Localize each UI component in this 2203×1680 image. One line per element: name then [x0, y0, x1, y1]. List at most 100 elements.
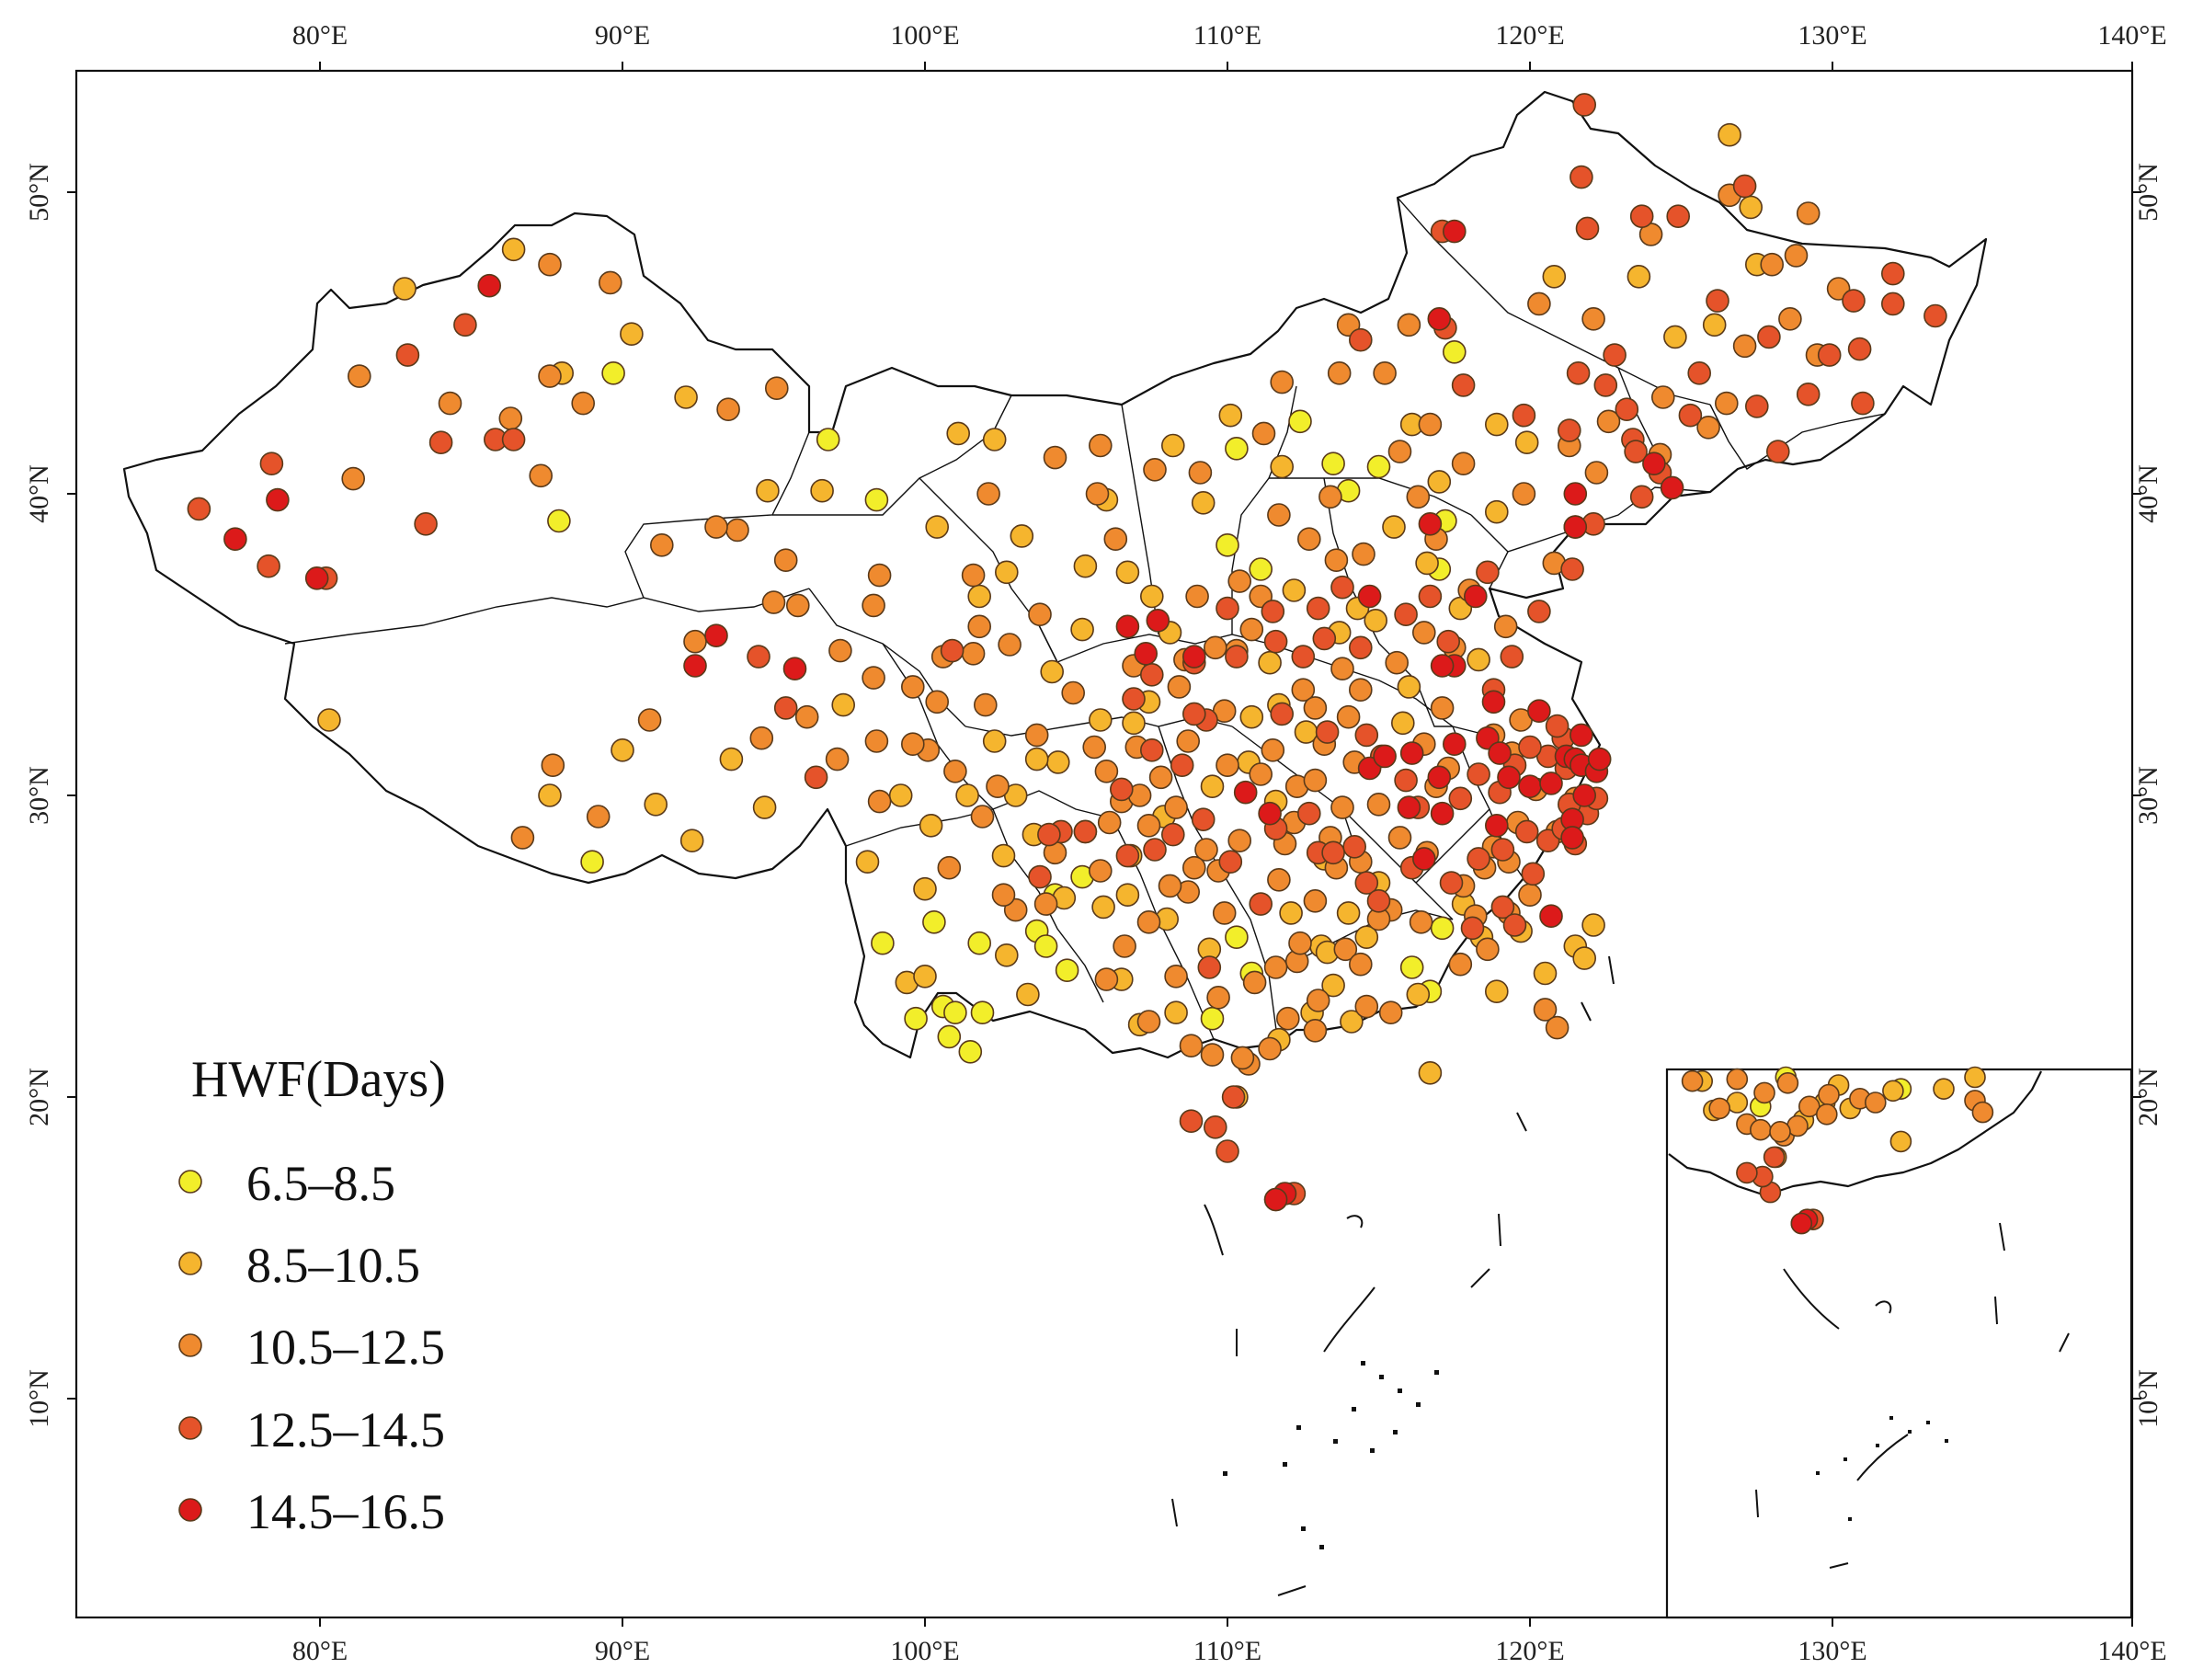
inset-station-markers	[1681, 1066, 1994, 1235]
station-point-381	[1490, 838, 1515, 862]
station-point-21	[970, 1000, 995, 1024]
station-point-265	[1270, 370, 1294, 394]
station-point-447	[1923, 303, 1947, 328]
inset-station-point	[1816, 1103, 1838, 1126]
station-point-198	[1227, 829, 1251, 853]
legend-item-2: 8.5–10.5	[178, 1238, 420, 1293]
lon-ticks-top: 80°E 90°E 100°E 110°E 120°E 130°E 140°E	[292, 20, 2167, 71]
station-point-112	[1191, 490, 1216, 515]
station-point-163	[637, 708, 662, 732]
station-point-203	[1303, 888, 1328, 913]
station-point-132	[1336, 901, 1361, 925]
station-point-92	[1427, 470, 1452, 494]
station-point-239	[1352, 542, 1375, 566]
station-point-415	[1291, 645, 1316, 669]
station-point-427	[1624, 440, 1648, 463]
station-point-348	[259, 451, 284, 476]
station-point-32	[1399, 955, 1424, 979]
station-point-235	[1324, 548, 1349, 573]
station-point-388	[1490, 895, 1515, 920]
station-point-444	[1842, 289, 1866, 313]
station-point-358	[1170, 753, 1194, 778]
station-point-406	[1500, 645, 1524, 669]
station-point-453	[1572, 93, 1596, 117]
lat-tick-20-right: 20°N	[2133, 1068, 2163, 1126]
station-point-13	[1249, 557, 1273, 581]
station-point-51	[831, 692, 856, 717]
station-point-449	[1666, 204, 1690, 228]
station-point-222	[1179, 1034, 1204, 1057]
station-point-270	[1089, 433, 1113, 458]
station-point-334	[1164, 795, 1188, 819]
station-point-428	[1615, 397, 1639, 422]
station-point-43	[538, 783, 562, 807]
station-point-159	[761, 590, 786, 614]
station-point-510	[1427, 306, 1452, 331]
station-point-142	[1239, 704, 1264, 729]
station-point-414	[1349, 635, 1373, 660]
station-point-191	[1349, 678, 1373, 703]
inset-station-point	[1865, 1091, 1887, 1114]
station-point-0	[816, 428, 840, 451]
station-point-74	[1485, 979, 1509, 1003]
station-point-349	[414, 511, 438, 536]
station-point-264	[1327, 360, 1352, 385]
station-point-172	[943, 759, 967, 783]
station-point-20	[943, 1000, 967, 1024]
station-point-45	[644, 792, 668, 817]
station-point-3	[601, 360, 625, 385]
station-point-102	[1391, 711, 1415, 736]
station-point-93	[1382, 515, 1406, 539]
station-point-369	[1218, 850, 1243, 874]
station-point-466	[1204, 1115, 1227, 1139]
station-point-155	[529, 463, 554, 488]
station-point-57	[913, 965, 937, 989]
legend-item-1: 6.5–8.5	[178, 1156, 395, 1211]
station-point-174	[970, 805, 995, 829]
station-point-484	[1233, 780, 1258, 805]
station-point-166	[510, 826, 535, 850]
station-point-193	[1336, 704, 1361, 729]
station-point-501	[1430, 801, 1455, 826]
station-point-322	[785, 593, 810, 618]
lat-ticks-left: 10°N 20°N 30°N 40°N 50°N	[24, 163, 76, 1428]
station-point-29	[1200, 1006, 1225, 1031]
station-point-206	[1387, 826, 1412, 850]
inset-station-point	[1971, 1101, 1994, 1124]
station-point-148	[347, 364, 371, 388]
lat-tick-50: 50°N	[24, 163, 54, 222]
lat-tick-10: 10°N	[24, 1369, 54, 1428]
inset-station-point	[1933, 1078, 1955, 1100]
station-point-122	[1024, 747, 1049, 771]
lat-tick-40: 40°N	[24, 464, 54, 523]
station-point-157	[649, 532, 674, 557]
station-point-356	[1225, 645, 1249, 669]
station-point-216	[1206, 986, 1230, 1010]
station-point-513	[1563, 482, 1588, 506]
station-point-154	[764, 376, 789, 401]
station-point-485	[1258, 801, 1282, 826]
station-point-247	[1651, 385, 1675, 409]
south-china-sea-islands	[1171, 955, 1615, 1596]
lon-tick-120-bottom: 120°E	[1495, 1636, 1564, 1666]
legend-label-2: 8.5–10.5	[246, 1238, 420, 1293]
station-point-238	[1318, 485, 1342, 509]
station-point-251	[1732, 334, 1757, 359]
station-point-393	[1354, 723, 1379, 748]
station-point-87	[1702, 313, 1727, 337]
station-point-377	[1366, 888, 1391, 913]
station-point-330	[991, 883, 1016, 908]
station-point-416	[1306, 596, 1330, 621]
station-point-62	[1115, 883, 1140, 908]
station-point-435	[1678, 403, 1703, 428]
station-point-98	[1282, 578, 1307, 602]
station-point-77	[1572, 946, 1596, 970]
station-point-364	[1161, 822, 1185, 847]
lat-ticks-right: 10°N 20°N 30°N 40°N 50°N	[2132, 163, 2163, 1428]
station-point-366	[1115, 843, 1140, 868]
station-point-480	[704, 623, 728, 648]
station-point-15	[871, 931, 895, 955]
station-point-267	[1143, 457, 1167, 482]
station-point-311	[961, 641, 986, 666]
station-point-233	[1533, 998, 1558, 1022]
